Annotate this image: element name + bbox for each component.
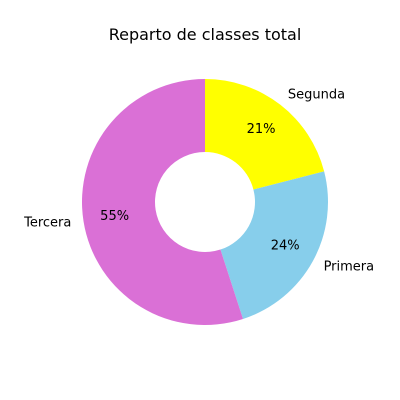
slice-percent-tercera: 55% — [100, 209, 129, 224]
slice-segunda — [205, 79, 325, 190]
donut-slices — [81, 79, 328, 325]
slice-labels: Segunda 21% Primera 24% Tercera 55% — [23, 88, 374, 275]
slice-label-tercera: Tercera — [23, 216, 71, 231]
slice-tercera — [81, 79, 244, 325]
slice-percent-segunda: 21% — [247, 122, 276, 137]
chart-title: Reparto de classes total — [109, 25, 302, 44]
slice-percent-primera: 24% — [271, 239, 300, 254]
slice-label-segunda: Segunda — [288, 88, 345, 103]
slice-primera — [220, 171, 328, 319]
slice-label-primera: Primera — [324, 260, 375, 275]
